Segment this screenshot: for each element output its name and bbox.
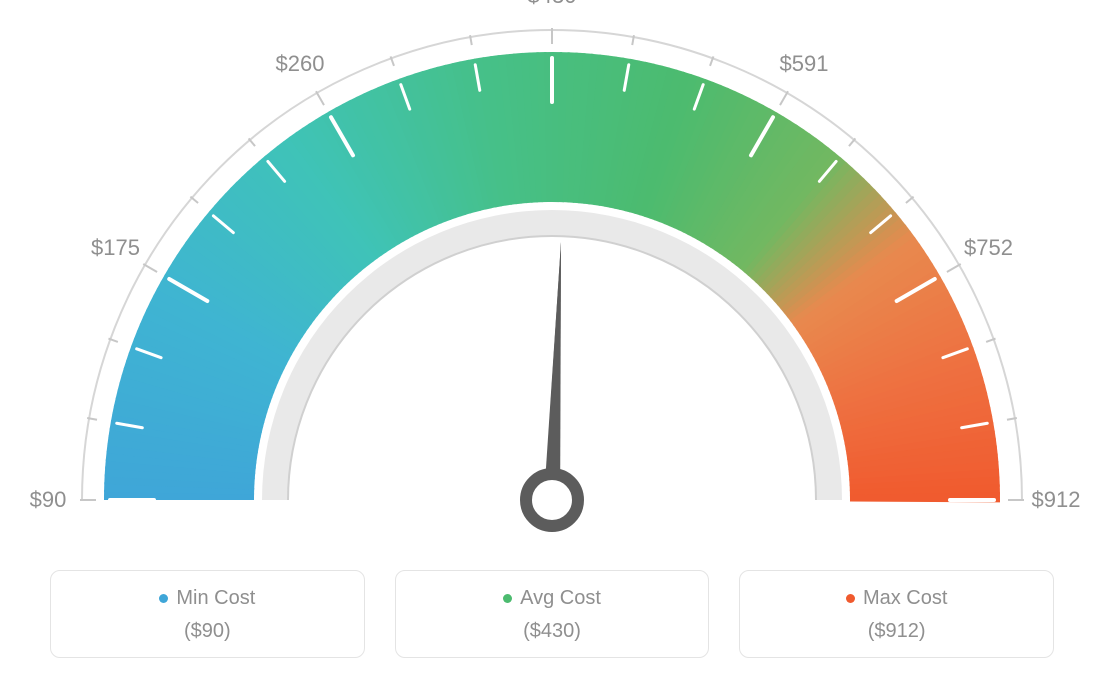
gauge-tick-label: $591 bbox=[780, 51, 829, 77]
legend-max-dot bbox=[846, 594, 855, 603]
gauge-tick-label: $175 bbox=[91, 235, 140, 261]
legend-min-value: ($90) bbox=[61, 620, 354, 643]
legend-avg-title-text: Avg Cost bbox=[520, 587, 601, 609]
gauge-tick-label: $752 bbox=[964, 235, 1013, 261]
legend-min-title: Min Cost bbox=[61, 587, 354, 610]
gauge-svg bbox=[0, 0, 1104, 560]
legend-max-value: ($912) bbox=[750, 620, 1043, 643]
legend-avg-value: ($430) bbox=[406, 620, 699, 643]
legend-min-title-text: Min Cost bbox=[176, 587, 255, 609]
gauge-tick-label: $90 bbox=[30, 487, 67, 513]
legend-card-min: Min Cost ($90) bbox=[50, 570, 365, 658]
legend-card-avg: Avg Cost ($430) bbox=[395, 570, 710, 658]
gauge-tick-label: $430 bbox=[528, 0, 577, 9]
legend-max-title-text: Max Cost bbox=[863, 587, 947, 609]
gauge-tick-label: $912 bbox=[1032, 487, 1081, 513]
legend-avg-title: Avg Cost bbox=[406, 587, 699, 610]
legend-max-title: Max Cost bbox=[750, 587, 1043, 610]
legend-min-dot bbox=[159, 594, 168, 603]
gauge-tick-label: $260 bbox=[276, 51, 325, 77]
legend-row: Min Cost ($90) Avg Cost ($430) Max Cost … bbox=[0, 560, 1104, 658]
gauge-container: $90 $175 $260 $430 $591 $752 $912 bbox=[0, 0, 1104, 560]
legend-card-max: Max Cost ($912) bbox=[739, 570, 1054, 658]
legend-avg-dot bbox=[503, 594, 512, 603]
